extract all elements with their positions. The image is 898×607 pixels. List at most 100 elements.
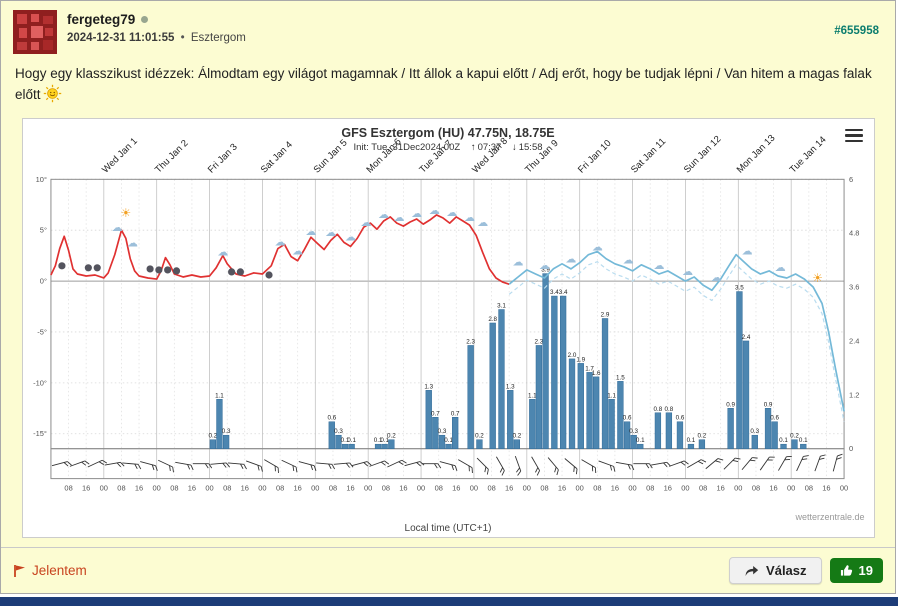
svg-text:-15°: -15° — [33, 429, 47, 438]
post-meta: 2024-12-31 11:01:55 • Esztergom — [67, 32, 246, 44]
svg-text:0.3: 0.3 — [437, 428, 446, 435]
svg-text:00: 00 — [839, 483, 847, 492]
forum-post: fergeteg79 2024-12-31 11:01:55 • Eszterg… — [0, 0, 896, 594]
svg-text:08: 08 — [434, 483, 442, 492]
svg-text:08: 08 — [64, 483, 72, 492]
svg-text:08: 08 — [698, 483, 706, 492]
report-button[interactable]: Jelentem — [13, 563, 87, 578]
svg-text:08: 08 — [487, 483, 495, 492]
svg-text:00: 00 — [787, 483, 795, 492]
svg-text:16: 16 — [505, 483, 513, 492]
sunrise-icon: ↑ — [470, 141, 476, 153]
svg-text:00: 00 — [522, 483, 530, 492]
svg-text:0.1: 0.1 — [373, 437, 382, 444]
post-header: fergeteg79 2024-12-31 11:01:55 • Eszterg… — [1, 1, 895, 56]
svg-text:00: 00 — [416, 483, 424, 492]
svg-text:3.1: 3.1 — [497, 302, 506, 309]
svg-text:0°: 0° — [39, 276, 46, 285]
username[interactable]: fergeteg79 — [67, 12, 136, 27]
svg-text:16: 16 — [399, 483, 407, 492]
svg-text:2.0: 2.0 — [567, 351, 576, 358]
svg-text:2.3: 2.3 — [534, 338, 543, 345]
svg-text:0.2: 0.2 — [386, 432, 395, 439]
svg-text:16: 16 — [769, 483, 777, 492]
svg-text:☁: ☁ — [111, 222, 122, 234]
svg-text:☁: ☁ — [446, 206, 457, 218]
svg-text:2.4: 2.4 — [849, 336, 859, 345]
chart-xaxis-label: Local time (UTC+1) — [404, 522, 492, 534]
svg-text:1.9: 1.9 — [576, 356, 585, 363]
chart-title: GFS Esztergom (HU) 47.75N, 18.75E — [341, 125, 555, 140]
svg-text:☁: ☁ — [345, 231, 356, 243]
svg-text:16: 16 — [716, 483, 724, 492]
svg-text:☁: ☁ — [538, 259, 549, 271]
svg-text:☁: ☁ — [325, 227, 336, 239]
sun-smiley-icon — [43, 84, 62, 109]
svg-text:08: 08 — [751, 483, 759, 492]
svg-text:☀: ☀ — [812, 270, 823, 284]
svg-text:0.2: 0.2 — [790, 432, 799, 439]
reply-button[interactable]: Válasz — [729, 557, 822, 584]
svg-text:0.1: 0.1 — [635, 437, 644, 444]
svg-text:☀: ☀ — [120, 205, 131, 219]
svg-text:0: 0 — [849, 444, 853, 453]
svg-text:0.1: 0.1 — [444, 437, 453, 444]
svg-text:1.1: 1.1 — [607, 392, 616, 399]
flag-icon — [14, 564, 25, 577]
svg-text:☁: ☁ — [393, 211, 404, 223]
svg-text:0.7: 0.7 — [430, 410, 439, 417]
chart-menu-icon[interactable] — [843, 127, 865, 148]
like-count: 19 — [858, 563, 873, 578]
svg-text:☁: ☁ — [622, 254, 633, 266]
user-avatar[interactable] — [13, 10, 57, 54]
svg-text:00: 00 — [575, 483, 583, 492]
svg-text:0.6: 0.6 — [770, 414, 779, 421]
svg-text:0.1: 0.1 — [347, 437, 356, 444]
svg-text:0.3: 0.3 — [750, 428, 759, 435]
post-id-link[interactable]: #655958 — [834, 25, 879, 37]
svg-text:00: 00 — [628, 483, 636, 492]
svg-text:☁: ☁ — [741, 245, 752, 257]
svg-text:2.8: 2.8 — [488, 315, 497, 322]
post-header-text: fergeteg79 2024-12-31 11:01:55 • Eszterg… — [67, 10, 246, 44]
svg-text:00: 00 — [681, 483, 689, 492]
svg-text:0.1: 0.1 — [686, 437, 695, 444]
bottom-bar — [0, 597, 898, 606]
svg-text:0.8: 0.8 — [653, 405, 662, 412]
svg-text:0.1: 0.1 — [779, 437, 788, 444]
svg-text:16: 16 — [187, 483, 195, 492]
svg-text:☁: ☁ — [305, 226, 316, 238]
svg-text:☁: ☁ — [682, 265, 693, 277]
svg-text:0.3: 0.3 — [221, 428, 230, 435]
svg-text:10°: 10° — [35, 174, 46, 183]
svg-text:00: 00 — [364, 483, 372, 492]
svg-text:☁: ☁ — [591, 241, 602, 253]
svg-text:-10°: -10° — [33, 378, 47, 387]
svg-text:1.5: 1.5 — [616, 374, 625, 381]
svg-text:☁: ☁ — [360, 217, 371, 229]
reply-label: Válasz — [766, 563, 807, 578]
svg-text:0.3: 0.3 — [629, 428, 638, 435]
meta-separator: • — [180, 32, 185, 44]
svg-text:16: 16 — [81, 483, 89, 492]
svg-text:1.2: 1.2 — [849, 390, 859, 399]
svg-text:☁: ☁ — [774, 261, 785, 273]
like-badge[interactable]: 19 — [829, 558, 883, 583]
status-dot-icon — [141, 16, 149, 23]
chart-watermark: wetterzentrale.de — [795, 511, 865, 522]
svg-text:08: 08 — [381, 483, 389, 492]
svg-text:00: 00 — [734, 483, 742, 492]
svg-text:16: 16 — [822, 483, 830, 492]
svg-text:6: 6 — [849, 174, 853, 183]
svg-text:08: 08 — [593, 483, 601, 492]
svg-text:☁: ☁ — [126, 237, 137, 249]
svg-text:2.9: 2.9 — [600, 311, 609, 318]
svg-text:☁: ☁ — [512, 256, 523, 268]
svg-text:☁: ☁ — [378, 208, 389, 220]
post-footer: Jelentem Válasz 19 — [1, 547, 895, 593]
svg-text:3.6: 3.6 — [849, 282, 859, 291]
svg-text:0.1: 0.1 — [340, 437, 349, 444]
svg-text:☁: ☁ — [292, 245, 303, 257]
svg-text:0.6: 0.6 — [622, 414, 631, 421]
svg-text:Sun Jan 12: Sun Jan 12 — [681, 133, 723, 175]
